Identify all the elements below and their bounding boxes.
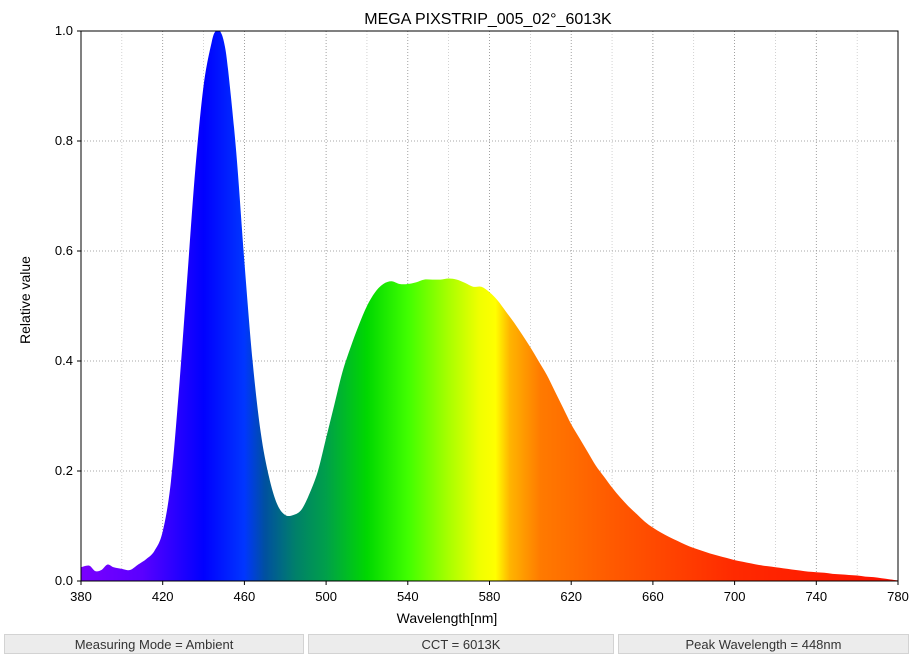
- axis-ticks: 380 420 460 500 540 580 620 660 700 740 780 0.0 0.2 0…: [55, 23, 909, 604]
- x-tick-label: 500: [315, 589, 337, 604]
- x-tick-label: 540: [397, 589, 419, 604]
- y-tick-label: 0.4: [55, 353, 73, 368]
- measuring-mode-status: Measuring Mode = Ambient: [4, 634, 304, 654]
- y-axis-label: Relative value: [17, 256, 33, 344]
- x-tick-label: 580: [479, 589, 501, 604]
- cct-status: CCT = 6013K: [308, 634, 614, 654]
- y-tick-label: 0.2: [55, 463, 73, 478]
- peak-wavelength-status: Peak Wavelength = 448nm: [618, 634, 909, 654]
- spectrum-area: [81, 31, 898, 581]
- y-tick-label: 1.0: [55, 23, 73, 38]
- x-tick-label: 660: [642, 589, 664, 604]
- x-tick-label: 380: [70, 589, 92, 604]
- y-tick-label: 0.6: [55, 243, 73, 258]
- x-tick-label: 620: [560, 589, 582, 604]
- x-tick-label: 700: [724, 589, 746, 604]
- x-axis-label: Wavelength[nm]: [397, 610, 498, 626]
- chart-title: MEGA PIXSTRIP_005_02°_6013K: [364, 11, 612, 28]
- y-tick-label: 0.8: [55, 133, 73, 148]
- status-bar: Measuring Mode = Ambient CCT = 6013K Pea…: [4, 634, 909, 655]
- x-tick-label: 460: [234, 589, 256, 604]
- x-tick-label: 420: [152, 589, 174, 604]
- spectrum-chart: MEGA PIXSTRIP_005_02°_6013K 380 420 460 500…: [17, 11, 909, 626]
- x-tick-label: 740: [805, 589, 827, 604]
- x-tick-label: 780: [887, 589, 909, 604]
- y-tick-label: 0.0: [55, 573, 73, 588]
